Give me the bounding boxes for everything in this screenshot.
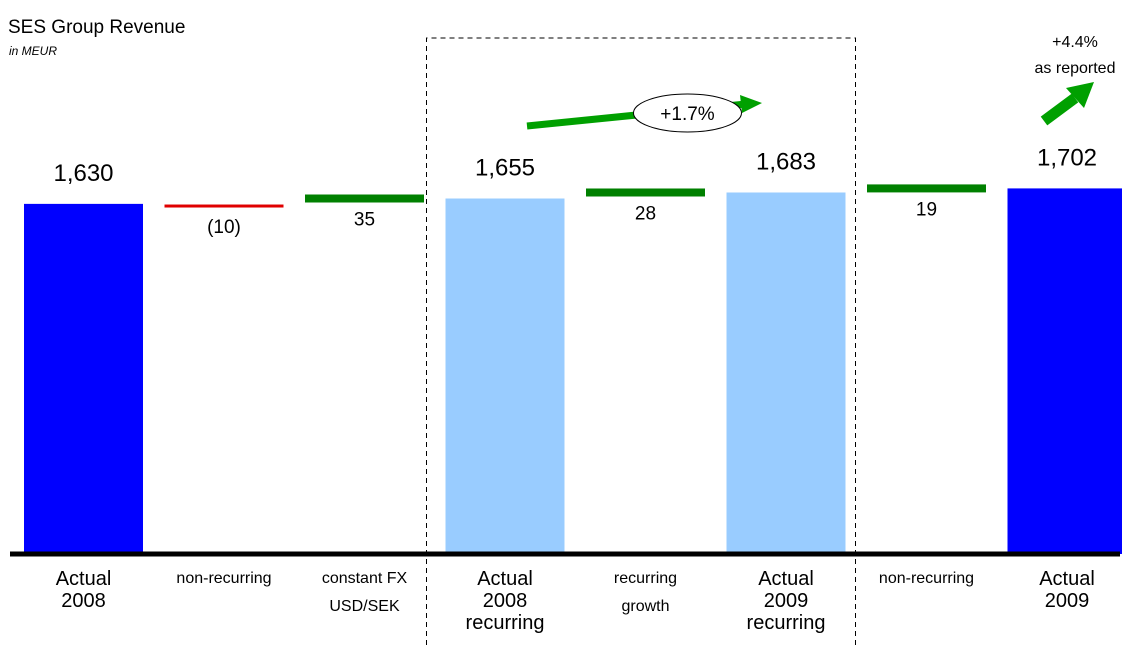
total-bar-7 bbox=[1007, 188, 1122, 554]
category-label-3-0: Actual bbox=[477, 568, 533, 590]
reported-growth-value: +4.4% bbox=[1052, 34, 1098, 51]
category-label-1-0: non-recurring bbox=[176, 570, 271, 587]
category-label-5-0: Actual bbox=[758, 568, 814, 590]
delta-bar-6 bbox=[867, 184, 986, 193]
value-label-4: 28 bbox=[635, 203, 656, 224]
category-label-5-2: recurring bbox=[747, 612, 826, 634]
subtotal-bar-5 bbox=[726, 192, 846, 555]
category-label-0-1: 2008 bbox=[61, 590, 106, 612]
category-label-2-0: constant FX bbox=[322, 570, 408, 587]
total-bar-0 bbox=[24, 203, 143, 554]
value-label-2: 35 bbox=[354, 210, 375, 231]
category-label-6-0: non-recurring bbox=[879, 570, 974, 587]
chart-subtitle: in MEUR bbox=[9, 44, 58, 58]
category-label-7-1: 2009 bbox=[1045, 590, 1090, 612]
value-label-5: 1,683 bbox=[756, 148, 816, 175]
growth-oval-label: +1.7% bbox=[660, 104, 715, 125]
category-label-3-1: 2008 bbox=[483, 590, 528, 612]
delta-bar-4 bbox=[586, 188, 705, 197]
reported-arrow-shaft bbox=[1040, 93, 1079, 126]
category-label-7-0: Actual bbox=[1039, 568, 1095, 590]
category-label-4-0: recurring bbox=[614, 570, 677, 587]
category-label-0-0: Actual bbox=[56, 568, 112, 590]
reported-arrow-head bbox=[1066, 82, 1094, 108]
growth-oval bbox=[633, 93, 742, 133]
value-label-6: 19 bbox=[916, 199, 937, 220]
category-label-3-2: recurring bbox=[466, 612, 545, 634]
value-label-7: 1,702 bbox=[1037, 144, 1097, 171]
category-label-4-1: growth bbox=[621, 598, 669, 615]
subtotal-bar-3 bbox=[445, 198, 565, 555]
reported-growth-caption: as reported bbox=[1034, 60, 1116, 77]
value-label-3: 1,655 bbox=[475, 155, 535, 182]
value-label-1: (10) bbox=[207, 217, 241, 238]
recurring-highlight-box bbox=[426, 37, 856, 645]
category-label-5-1: 2009 bbox=[764, 590, 809, 612]
growth-arrow-head bbox=[740, 95, 762, 113]
category-label-2-1: USD/SEK bbox=[329, 598, 400, 615]
value-label-0: 1,630 bbox=[53, 160, 113, 187]
delta-bar-2 bbox=[305, 194, 424, 203]
reported-growth-annotation: +4.4% as reported bbox=[1020, 30, 1122, 82]
chart-title: SES Group Revenue bbox=[8, 17, 186, 38]
delta-bar-1 bbox=[164, 204, 284, 208]
